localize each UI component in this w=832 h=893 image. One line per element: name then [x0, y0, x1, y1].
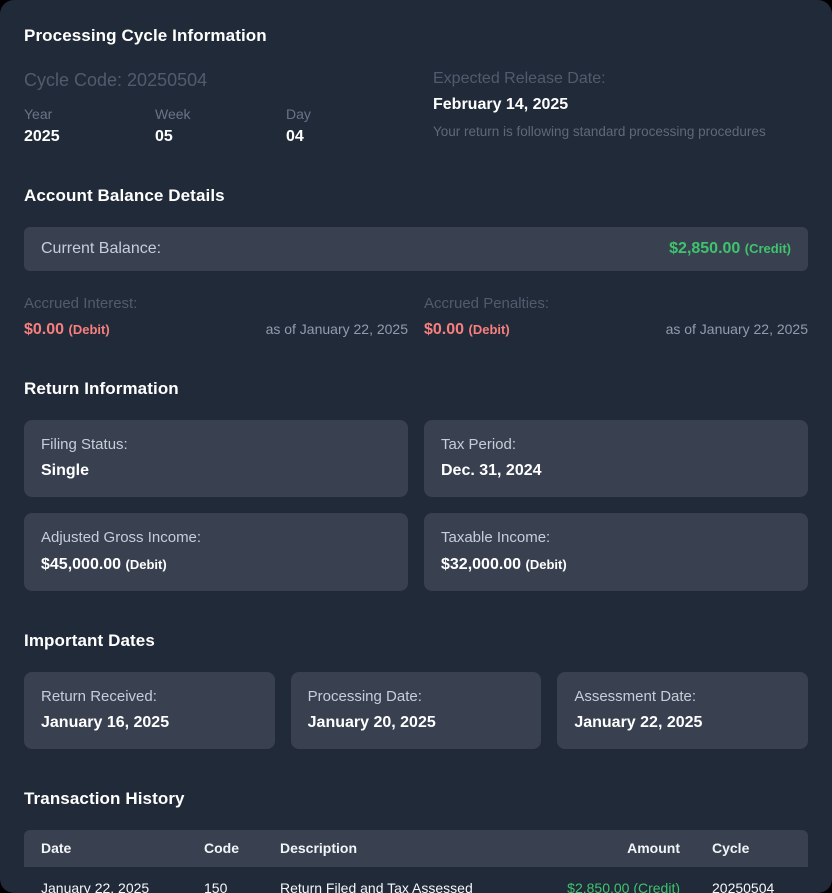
debit-tag: (Debit): [468, 322, 510, 337]
transaction-table: Date Code Description Amount Cycle Janua…: [24, 830, 808, 893]
processing-cycle-section: Processing Cycle Information Cycle Code:…: [24, 26, 808, 146]
cycle-week-value: 05: [155, 128, 173, 145]
current-balance-amount: $2,850.00 (Credit): [669, 240, 791, 257]
accrued-interest-block: Accrued Interest: $0.00 (Debit) as of Ja…: [24, 295, 408, 339]
return-received-card: Return Received: January 16, 2025: [24, 672, 275, 749]
column-header-amount: Amount: [627, 840, 680, 856]
transaction-table-header: Date Code Description Amount Cycle: [24, 830, 808, 867]
current-balance-bar: Current Balance: $2,850.00 (Credit): [24, 227, 808, 271]
return-received-label: Return Received:: [41, 688, 157, 705]
assessment-date-value: January 22, 2025: [574, 714, 703, 731]
transaction-history-title: Transaction History: [24, 789, 185, 808]
tax-period-card: Tax Period: Dec. 31, 2024: [424, 420, 808, 497]
cycle-year-label: Year: [24, 106, 53, 122]
taxable-income-card: Taxable Income: $32,000.00 (Debit): [424, 513, 808, 591]
column-header-date: Date: [41, 840, 72, 856]
tax-period-label: Tax Period:: [441, 436, 517, 453]
return-received-date: January 16, 2025: [41, 714, 170, 731]
transaction-date: January 22, 2025: [41, 880, 150, 893]
accrued-penalties-label: Accrued Penalties:: [424, 295, 550, 312]
cycle-day-value: 04: [286, 128, 304, 145]
accrued-penalties-as-of: as of January 22, 2025: [665, 321, 808, 337]
transaction-cycle: 20250504: [712, 880, 775, 893]
credit-tag: (Credit): [744, 241, 791, 256]
adjusted-gross-income-card: Adjusted Gross Income: $45,000.00 (Debit…: [24, 513, 408, 591]
important-dates-title: Important Dates: [24, 631, 155, 650]
processing-status-note: Your return is following standard proces…: [433, 124, 766, 139]
debit-tag: (Debit): [68, 322, 110, 337]
expected-release-block: Expected Release Date: February 14, 2025…: [433, 67, 808, 146]
accrued-interest-amount: $0.00 (Debit): [24, 321, 110, 338]
expected-release-date: February 14, 2025: [433, 96, 569, 113]
processing-date-value: January 20, 2025: [307, 714, 436, 731]
cycle-year-field: Year 2025: [24, 106, 155, 146]
processing-date-label: Processing Date:: [307, 688, 422, 705]
current-balance-label: Current Balance:: [41, 240, 162, 257]
return-information-section: Return Information Filing Status: Single…: [24, 379, 808, 591]
cycle-week-field: Week 05: [155, 106, 286, 146]
assessment-date-label: Assessment Date:: [574, 688, 697, 705]
cycle-day-label: Day: [286, 106, 311, 122]
adjusted-gross-income-value: $45,000.00 (Debit): [41, 556, 167, 573]
transaction-code: 150: [204, 880, 228, 893]
cycle-day-field: Day 04: [286, 106, 417, 146]
transaction-amount: $2,850.00 (Credit): [567, 880, 680, 893]
cycle-code: Cycle Code: 20250504: [24, 70, 208, 90]
filing-status-label: Filing Status:: [41, 436, 128, 453]
taxable-income-label: Taxable Income:: [441, 529, 551, 546]
debit-tag: (Debit): [125, 557, 167, 572]
debit-tag: (Debit): [525, 557, 567, 572]
expected-release-label: Expected Release Date:: [433, 70, 606, 87]
column-header-code: Code: [204, 840, 239, 856]
return-information-title: Return Information: [24, 379, 179, 398]
tax-period-value: Dec. 31, 2024: [441, 462, 542, 479]
accrued-interest-as-of: as of January 22, 2025: [265, 321, 408, 337]
transaction-description: Return Filed and Tax Assessed: [280, 880, 473, 893]
accrued-penalties-amount: $0.00 (Debit): [424, 321, 510, 338]
cycle-code-block: Cycle Code: 20250504 Year 2025 Week 05 D…: [24, 67, 417, 146]
transaction-history-section: Transaction History Date Code Descriptio…: [24, 789, 808, 893]
filing-status-card: Filing Status: Single: [24, 420, 408, 497]
column-header-cycle: Cycle: [712, 840, 750, 856]
account-balance-section: Account Balance Details Current Balance:…: [24, 186, 808, 339]
taxable-income-value: $32,000.00 (Debit): [441, 556, 567, 573]
account-balance-title: Account Balance Details: [24, 186, 225, 205]
processing-date-card: Processing Date: January 20, 2025: [290, 672, 542, 749]
accrued-interest-label: Accrued Interest:: [24, 295, 138, 312]
processing-cycle-title: Processing Cycle Information: [24, 26, 267, 45]
cycle-year-value: 2025: [24, 128, 60, 145]
cycle-week-label: Week: [155, 106, 191, 122]
assessment-date-card: Assessment Date: January 22, 2025: [557, 672, 808, 749]
transaction-row: January 22, 2025 150 Return Filed and Ta…: [24, 867, 808, 893]
filing-status-value: Single: [41, 462, 90, 479]
adjusted-gross-income-label: Adjusted Gross Income:: [41, 529, 202, 546]
important-dates-section: Important Dates Return Received: January…: [24, 631, 808, 749]
column-header-description: Description: [280, 840, 358, 856]
accrued-penalties-block: Accrued Penalties: $0.00 (Debit) as of J…: [424, 295, 808, 339]
